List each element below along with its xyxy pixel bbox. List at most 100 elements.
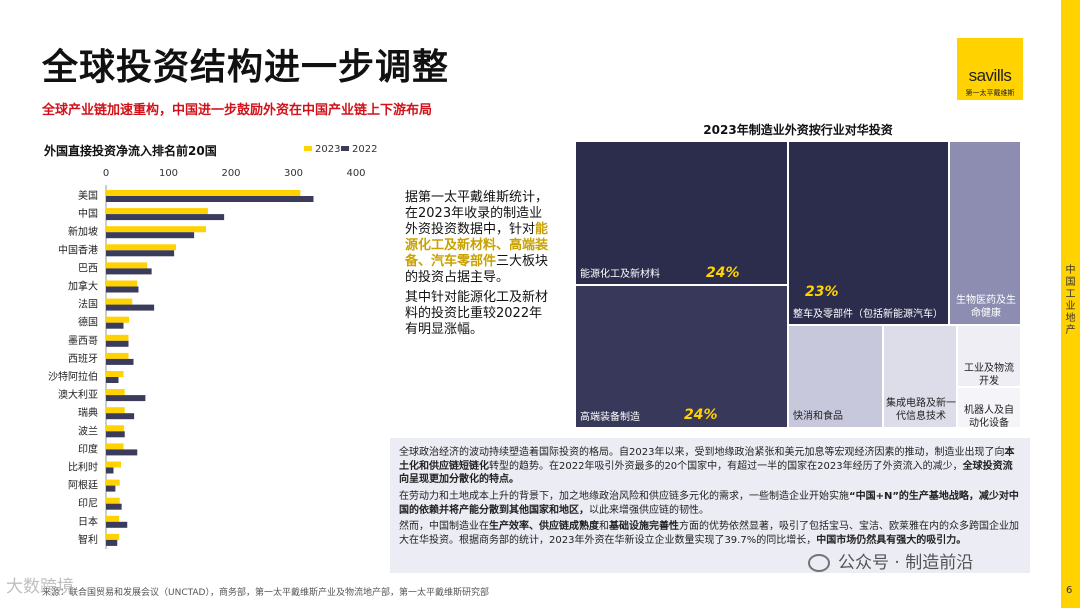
legend-2023: 2023 <box>304 144 340 155</box>
watermark-text: 公众号 · 制造前沿 <box>838 553 974 573</box>
sidebar-label: 中国工业地产 <box>1065 265 1076 336</box>
bar-2023-6 <box>106 298 133 305</box>
legend-label-2023: 2023 <box>315 144 341 155</box>
sidebar-strip: 中国工业地产 <box>1061 0 1080 608</box>
bar-2022-18 <box>106 521 128 528</box>
bar-chart-title: 外国直接投资净流入排名前20国 <box>44 144 217 158</box>
tile-auto-percent: 23% <box>805 284 839 300</box>
category-label-14: 印度 <box>78 442 98 455</box>
category-label-16: 阿根廷 <box>68 479 98 492</box>
summary-paragraph-1: 全球政治经济的波动持续塑造着国际投资的格局。自2023年以来，受到地缘政治紧张和… <box>399 446 1021 487</box>
bar-2022-3 <box>106 250 175 257</box>
category-label-8: 墨西哥 <box>68 335 98 347</box>
bar-2022-16 <box>106 485 116 492</box>
summary-p3-b: 生产效率、供应链成熟度 <box>489 521 599 532</box>
tile-biomed: 生物医药及生命健康 <box>950 142 1020 324</box>
summary-p2-c: 以此来增强供应链的韧性。 <box>589 504 709 516</box>
x-tick-label-0: 0 <box>103 168 109 179</box>
summary-p2-b: “中国+N”的生产基地战略，减少对中国的依赖并将产能分散到其他国家和地区， <box>399 491 1019 516</box>
bar-2023-1 <box>106 208 208 215</box>
summary-p2-a: 在劳动力和土地成本上升的背景下，加之地缘政治风险和供应链多元化的需求，一些制造企… <box>399 491 849 502</box>
logo-tagline: 第一太平戴维斯 <box>965 89 1015 97</box>
bar-2022-14 <box>106 449 138 456</box>
legend-swatch-2022 <box>341 145 349 151</box>
tile-biomed-label: 生物医药及生命健康 <box>956 295 1016 319</box>
logo-brand: savills <box>968 66 1012 85</box>
source-note: 来源：联合国贸易和发展会议（UNCTAD），商务部，第一太平戴维斯产业及物流地产… <box>42 588 489 598</box>
summary-box: 全球政治经济的波动持续塑造着国际投资的格局。自2023年以来，受到地缘政治紧张和… <box>390 438 1030 573</box>
category-label-10: 沙特阿拉伯 <box>48 370 98 383</box>
savills-logo: savills 第一太平戴维斯 <box>957 38 1023 100</box>
intro-p1-before: 据第一太平戴维斯统计，在2023年收录的制造业外资投资数据中，针对 <box>405 190 549 237</box>
intro-paragraph-2: 其中针对能源化工及新材料的投资比重较2022年有明显涨幅。 <box>405 290 549 337</box>
x-tick-label-4: 400 <box>346 168 365 179</box>
bar-2022-10 <box>106 377 119 383</box>
legend-swatch-2023 <box>304 145 312 151</box>
tile-ic-it: 集成电路及新一代信息技术 <box>884 326 956 427</box>
category-label-17: 印尼 <box>78 498 98 510</box>
bar-2023-10 <box>106 371 124 377</box>
tile-fmcg-food: 快消和食品 <box>789 326 882 427</box>
bar-2023-4 <box>106 262 148 269</box>
intro-paragraph-1: 据第一太平戴维斯统计，在2023年收录的制造业外资投资数据中，针对能源化工及新材… <box>405 190 553 286</box>
bar-2023-11 <box>106 389 125 396</box>
summary-p3-c: 和 <box>599 521 609 532</box>
category-label-4: 巴西 <box>78 262 98 274</box>
tile-industrial-label: 工业及物流开发 <box>964 363 1014 387</box>
x-tick-label-1: 100 <box>159 168 178 179</box>
summary-p3-f: 中国市场仍然具有强大的吸引力。 <box>816 534 967 546</box>
category-label-13: 波兰 <box>78 424 98 437</box>
tile-robotics: 机器人及自动化设备 <box>958 388 1020 429</box>
summary-p1-d: 全球投资流向呈现更加分散化的特点。 <box>399 460 1013 486</box>
tile-high-end-equipment: 高端装备制造 24% <box>576 286 787 427</box>
tile-energy-chem-label: 能源化工及新材料 <box>580 269 660 280</box>
bar-2023-18 <box>106 515 120 522</box>
bar-2023-12 <box>106 407 125 414</box>
treemap-title: 2023年制造业外资按行业对华投资 <box>703 123 893 137</box>
legend-2022: 2022 <box>341 144 377 155</box>
bar-2022-15 <box>106 467 114 474</box>
bar-2023-0 <box>106 190 301 196</box>
bar-2022-13 <box>106 431 125 438</box>
bar-2023-14 <box>106 443 124 450</box>
fdi-bar-chart: 0 100 200 300 400 美国中国新加坡中国香港巴西加拿大法国德国墨西哥西班牙沙… <box>48 168 366 549</box>
summary-p3-d: 基础设施完善性 <box>609 521 679 532</box>
category-label-15: 比利时 <box>68 462 98 474</box>
bar-2023-9 <box>106 352 129 359</box>
bar-2023-13 <box>106 425 125 432</box>
tile-auto-label: 整车及零部件（包括新能源汽车） <box>793 309 943 320</box>
category-label-1: 中国 <box>78 207 98 220</box>
bar-2023-5 <box>106 280 138 287</box>
tile-equipment-percent: 24% <box>684 407 718 423</box>
bar-2022-5 <box>106 286 139 293</box>
category-label-0: 美国 <box>78 189 98 202</box>
summary-p1-c: 转型的趋势。在2022年吸引外资最多的20个国家中，有超过一半的国家在2023年… <box>489 460 963 472</box>
tile-energy-chem: 能源化工及新材料 24% <box>576 142 787 284</box>
category-label-19: 智利 <box>78 533 98 546</box>
summary-p1-a: 全球政治经济的波动持续塑造着国际投资的格局。自2023年以来，受到地缘政治紧张和… <box>399 447 1005 458</box>
tile-equipment-label: 高端装备制造 <box>580 412 640 423</box>
category-label-2: 新加坡 <box>68 225 98 238</box>
bar-2022-4 <box>106 268 152 275</box>
category-label-6: 法国 <box>78 298 98 311</box>
wechat-watermark: 公众号 · 制造前沿 <box>808 548 973 573</box>
summary-p3-a: 然而，中国制造业在 <box>399 521 489 532</box>
bar-2022-17 <box>106 503 122 510</box>
bar-2023-3 <box>106 244 176 251</box>
bar-2022-12 <box>106 413 135 420</box>
category-label-12: 瑞典 <box>78 406 98 419</box>
x-tick-label-3: 300 <box>284 168 303 179</box>
category-label-5: 加拿大 <box>68 280 98 293</box>
summary-p1-b: 本土化和供应链短链化 <box>399 447 1015 472</box>
tile-robotics-label: 机器人及自动化设备 <box>964 405 1014 429</box>
intro-p1-highlight: 能源化工及新材料、高端装备、汽车零部件 <box>405 222 549 269</box>
bar-2022-11 <box>106 395 146 402</box>
x-tick-label-2: 200 <box>221 168 240 179</box>
industry-treemap: 能源化工及新材料 24% 高端装备制造 24% 23% 整车及零部件（包括新能源… <box>576 142 1020 429</box>
bar-2022-0 <box>106 196 314 202</box>
bar-2022-19 <box>106 539 118 546</box>
intro-p1-after: 三大板块的投资占据主导。 <box>405 254 549 285</box>
page-number: 6 <box>1066 585 1073 596</box>
category-label-9: 西班牙 <box>68 353 98 365</box>
tile-ic-label: 集成电路及新一代信息技术 <box>886 398 956 422</box>
